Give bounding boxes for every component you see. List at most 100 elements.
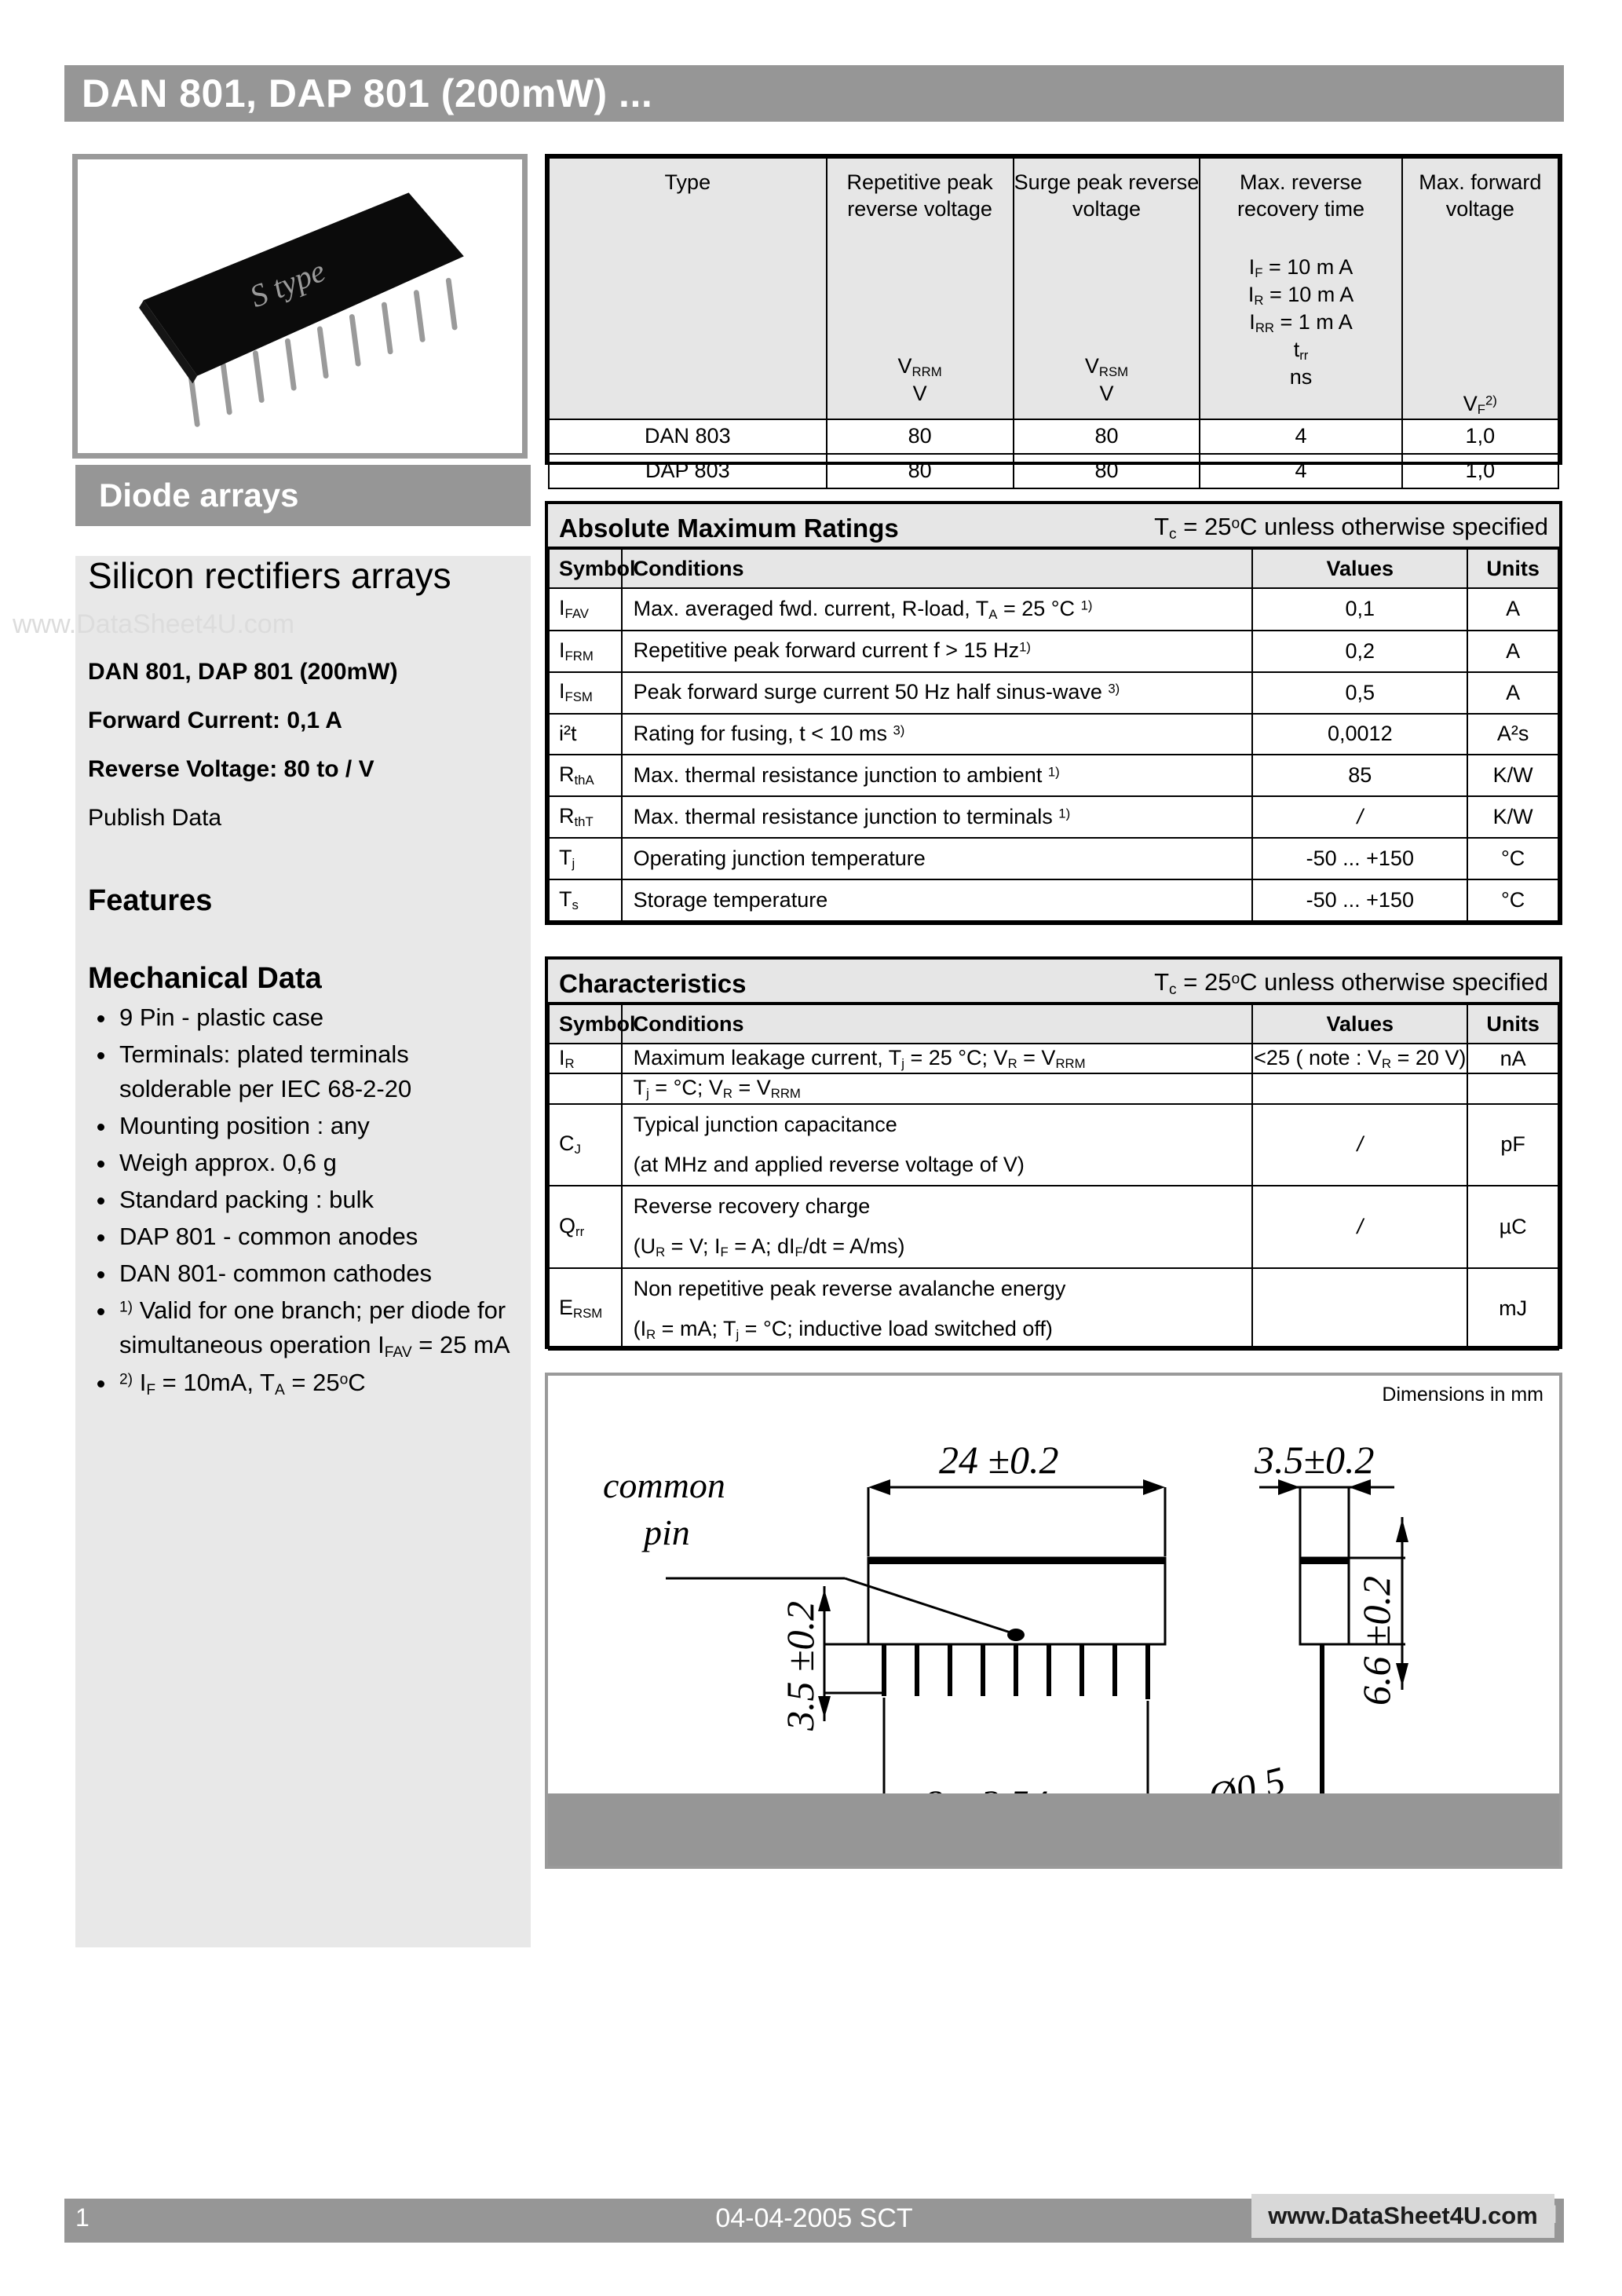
product-photo-frame: S type [72,154,528,459]
sidebar-panel [75,556,531,1947]
list-item-footnote-2: 2) IF = 10mA, TA = 25oC [88,1366,528,1401]
list-item: DAP 801 - common anodes [88,1219,528,1254]
page-title: DAN 801, DAP 801 (200mW) ... [82,71,653,115]
cell-unit: A [1467,629,1559,673]
list-item: Terminals: plated terminals solderable p… [88,1037,528,1106]
cell-condition: Non repetitive peak reverse avalanche en… [620,1267,1254,1351]
table-row: Qrr Reverse recovery charge (UR = V; IF =… [548,1185,1559,1269]
table-row: IFAV Max. averaged fwd. current, R-load,… [548,587,1559,631]
cell-type: DAN 803 [548,418,827,455]
table-row: DAP 803 80 80 4 1,0 [548,452,1560,489]
ratings-section-header: Absolute Maximum Ratings Tc = 25oC unles… [548,504,1559,548]
cell-trr: 4 [1199,452,1403,489]
page-number: 1 [75,2203,90,2232]
table-row: ERSM Non repetitive peak reverse avalanc… [548,1267,1559,1351]
mechanical-bullet-list: 9 Pin - plastic case Terminals: plated t… [88,1000,528,1401]
list-item: DAN 801- common cathodes [88,1256,528,1291]
cell-value: 0,5 [1251,671,1469,715]
cell-value [1251,1073,1469,1105]
cell-value: / [1251,795,1469,839]
cell-value: 0,2 [1251,629,1469,673]
col-conditions: Conditions [620,1004,1254,1044]
cell-unit: µC [1467,1185,1559,1269]
cell-value: / [1251,1185,1469,1269]
col-vf: Max. forward voltage VF2) [1401,157,1560,420]
col-values: Values [1251,1004,1469,1044]
cell-condition: Max. thermal resistance junction to term… [620,795,1254,839]
cell-unit: A²s [1467,712,1559,756]
dimension-diagram: common pin 24 ±0.2 8 x 2.54 3.5 ±0.2 3.5… [603,1438,1408,1839]
col-vrsm: Surge peak reverse voltage VRSM V [1012,157,1201,420]
cell-vrsm: 80 [1012,452,1201,489]
col-trr: Max. reverse recovery time IF = 10 m A I… [1199,157,1403,420]
cell-symbol: ERSM [548,1267,623,1351]
cell-vf: 1,0 [1401,418,1560,455]
spec-line-type: DAN 801, DAP 801 (200mW) [88,658,398,685]
cell-unit: K/W [1467,754,1559,798]
cell-symbol: RthT [548,795,623,839]
table-row: Tj = °C; VR = VRRM [548,1073,1559,1105]
mechanical-data-heading: Mechanical Data [88,961,322,995]
cell-unit: A [1467,671,1559,715]
table-row: Tj Operating junction temperature -50 ..… [548,837,1559,881]
cell-unit: K/W [1467,795,1559,839]
table-header-row: Symbol Conditions Values Units [548,548,1559,589]
table-row: Ts Storage temperature -50 ... +150 °C [548,879,1559,922]
cell-value: -50 ... +150 [1251,879,1469,922]
sip-package-image: S type [78,159,522,453]
cell-symbol: IFAV [548,587,623,631]
table-row: IR Maximum leakage current, Tj = 25 °C; … [548,1042,1559,1075]
table-row: DAN 803 80 80 4 1,0 [548,418,1560,455]
cell-value: 85 [1251,754,1469,798]
list-item: Mounting position : any [88,1109,528,1143]
cell-symbol: IFRM [548,629,623,673]
publish-data-label: Publish Data [88,804,222,831]
features-heading: Features [88,883,213,917]
col-conditions: Conditions [620,548,1254,589]
cell-symbol: Ts [548,879,623,922]
cell-value: <25 ( note : VR = 20 V) [1251,1042,1469,1075]
width-dimension-label: 24 ±0.2 [939,1438,1058,1482]
col-values: Values [1251,548,1469,589]
cell-unit: A [1467,587,1559,631]
cell-condition: Max. thermal resistance junction to ambi… [620,754,1254,798]
table-row: i²t Rating for fusing, t < 10 ms 3) 0,00… [548,712,1559,756]
list-item-footnote-1: 1) Valid for one branch; per diode for s… [88,1293,528,1363]
cell-trr: 4 [1199,418,1403,455]
cell-condition: Max. averaged fwd. current, R-load, TA =… [620,587,1254,631]
cell-condition: Peak forward surge current 50 Hz half si… [620,671,1254,715]
list-item: Standard packing : bulk [88,1183,528,1217]
cell-symbol: i²t [548,712,623,756]
col-type: Type [548,157,827,420]
col-symbol: Symbol [548,1004,636,1044]
page-header-band: DAN 801, DAP 801 (200mW) ... [64,65,1564,122]
lead-length-dimension-label: 6.6 ±0.2 [1354,1576,1398,1706]
table-row: RthT Max. thermal resistance junction to… [548,795,1559,839]
diagram-bottom-band [548,1793,1559,1866]
list-item: Weigh approx. 0,6 g [88,1146,528,1180]
body-height-dimension-label: 3.5 ±0.2 [778,1601,822,1731]
col-units: Units [1467,548,1559,589]
cell-vrsm: 80 [1012,418,1201,455]
cell-symbol: IFSM [548,671,623,715]
category-label: Diode arrays [99,477,299,514]
cell-symbol: Tj [548,837,623,881]
cell-condition: Repetitive peak forward current f > 15 H… [620,629,1254,673]
cell-unit: mJ [1467,1267,1559,1351]
col-units: Units [1467,1004,1559,1044]
table-header-row: Symbol Conditions Values Units [548,1004,1559,1044]
characteristics-table: Characteristics Tc = 25oC unless otherwi… [545,956,1562,1351]
table-row: CJ Typical junction capacitance (at MHz a… [548,1102,1559,1187]
cell-condition: Tj = °C; VR = VRRM [620,1073,1254,1105]
col-vrrm: Repetitive peak reverse voltage VRRM V [825,157,1014,420]
cell-condition: Storage temperature [620,879,1254,922]
cell-symbol: Qrr [548,1185,623,1269]
cell-unit: °C [1467,879,1559,922]
dimensions-note: Dimensions in mm [1382,1384,1543,1406]
cell-vf: 1,0 [1401,452,1560,489]
cell-value: / [1251,1102,1469,1187]
cell-symbol: CJ [548,1102,623,1187]
cell-condition: Reverse recovery charge (UR = V; IF = A; … [620,1185,1254,1269]
cell-condition: Maximum leakage current, Tj = 25 °C; VR … [620,1042,1254,1075]
